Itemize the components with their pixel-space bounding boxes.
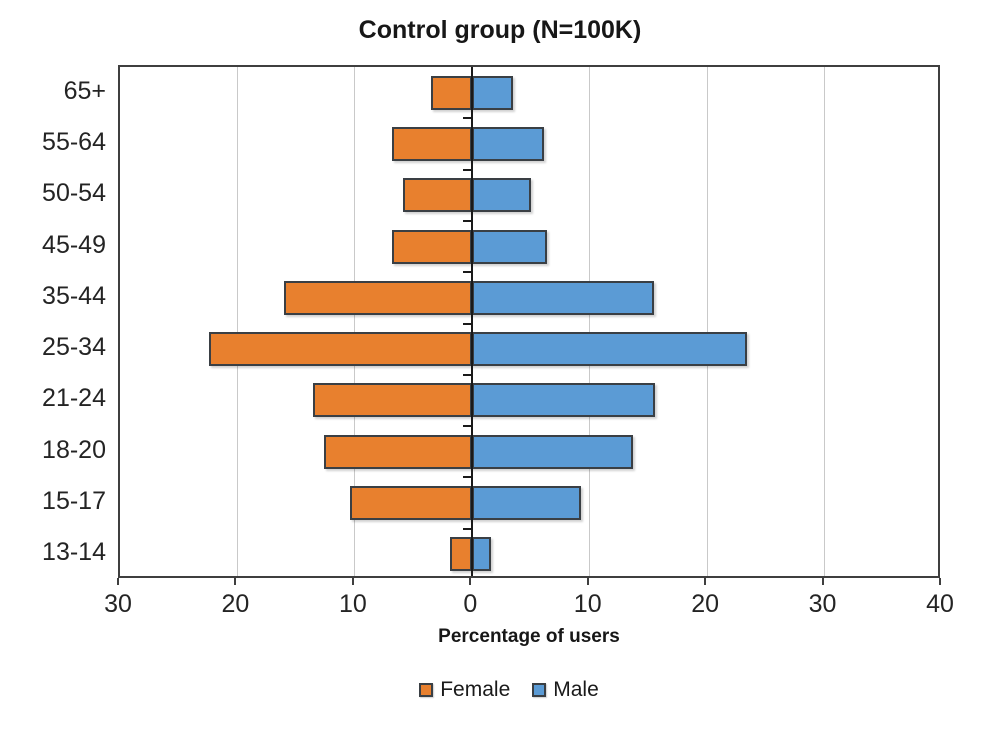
x-tick-label: 0 xyxy=(463,590,478,618)
category-label: 13-14 xyxy=(42,538,106,567)
male-bar xyxy=(472,126,544,161)
legend-swatch-male-icon xyxy=(532,683,547,697)
zero-axis-line xyxy=(471,67,474,576)
x-axis-title: Percentage of users xyxy=(438,626,620,647)
x-axis-tick xyxy=(351,578,354,585)
category-label: 25-34 xyxy=(42,333,106,362)
category-axis-tick xyxy=(463,271,472,274)
x-axis-tick xyxy=(939,578,941,585)
male-bar xyxy=(472,486,582,521)
x-tick-label: 40 xyxy=(926,590,954,618)
male-bar xyxy=(472,178,531,213)
category-axis-tick xyxy=(463,425,472,428)
gridline xyxy=(354,67,356,576)
female-bar xyxy=(312,383,473,418)
female-bar xyxy=(209,332,473,367)
category-label: 65+ xyxy=(63,76,106,105)
category-label: 35-44 xyxy=(42,281,106,310)
male-bar xyxy=(472,229,548,264)
female-bar xyxy=(284,280,473,315)
female-bar xyxy=(350,486,473,521)
category-axis-tick xyxy=(463,219,472,222)
category-label: 50-54 xyxy=(42,179,106,208)
male-bar xyxy=(472,383,656,418)
female-bar xyxy=(324,434,473,469)
legend-label: Female xyxy=(440,678,511,701)
x-axis-tick xyxy=(586,578,589,585)
category-label: 21-24 xyxy=(42,384,106,413)
legend-item-male: Male xyxy=(532,678,599,702)
male-bar xyxy=(472,280,655,315)
female-bar xyxy=(403,178,473,213)
x-axis-tick xyxy=(234,578,237,585)
category-axis-tick xyxy=(463,476,472,479)
plot-area xyxy=(118,65,940,578)
category-label: 45-49 xyxy=(42,230,106,259)
chart-title: Control group (N=100K) xyxy=(358,16,642,44)
legend: Female Male xyxy=(9,678,1000,702)
category-label: 18-20 xyxy=(42,435,106,464)
category-label: 15-17 xyxy=(42,487,106,516)
category-axis-tick xyxy=(463,373,472,376)
female-bar xyxy=(431,75,473,110)
legend-item-female: Female xyxy=(419,678,510,702)
x-axis-tick xyxy=(117,578,119,585)
x-tick-label: 30 xyxy=(808,590,837,618)
category-axis-tick xyxy=(463,322,472,325)
x-tick-label: 30 xyxy=(104,590,132,618)
male-bar xyxy=(472,434,634,469)
category-axis-tick xyxy=(463,168,472,171)
gridline xyxy=(589,67,591,576)
x-tick-label: 20 xyxy=(691,590,720,618)
female-bar xyxy=(392,126,473,161)
legend-label: Male xyxy=(553,678,599,701)
x-axis-tick xyxy=(704,578,707,585)
male-bar xyxy=(472,537,492,572)
legend-swatch-female-icon xyxy=(419,683,434,697)
x-tick-label: 10 xyxy=(573,590,602,618)
category-axis-tick xyxy=(463,527,472,530)
female-bar xyxy=(392,229,473,264)
gridline xyxy=(236,67,238,576)
category-axis-tick xyxy=(463,117,472,120)
category-label: 55-64 xyxy=(42,127,106,156)
female-bar xyxy=(449,537,473,572)
gridline xyxy=(824,67,826,576)
gridline xyxy=(706,67,708,576)
male-bar xyxy=(472,332,748,367)
x-tick-label: 10 xyxy=(338,590,367,618)
male-bar xyxy=(472,75,514,110)
x-axis-tick xyxy=(821,578,824,585)
x-axis-tick xyxy=(469,578,472,585)
x-tick-label: 20 xyxy=(221,590,250,618)
